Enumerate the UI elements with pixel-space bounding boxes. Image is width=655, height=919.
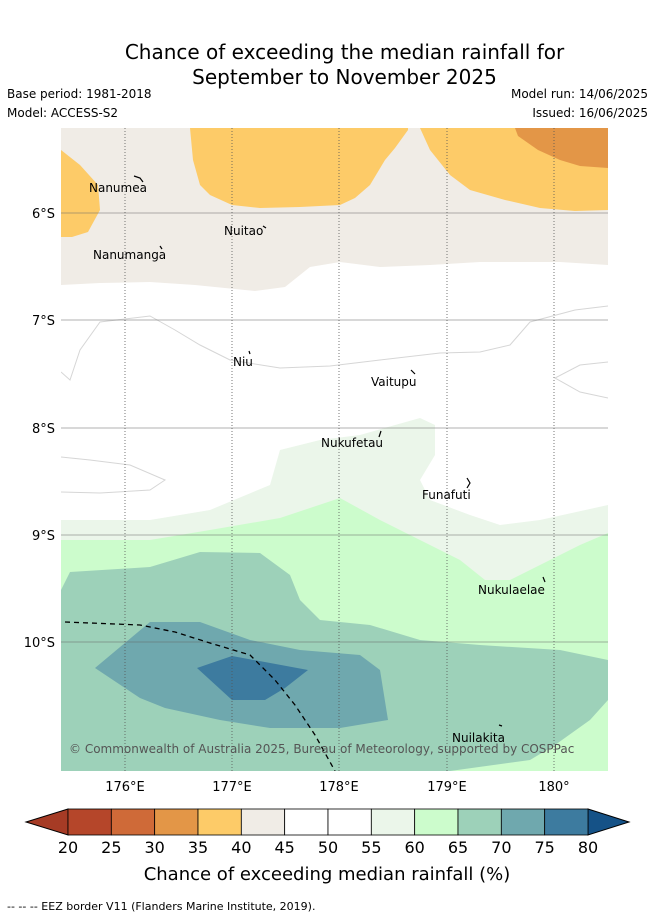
contour-line-east	[553, 361, 608, 399]
colorbar-tick-label: 40	[231, 838, 251, 857]
island-nukulaelae	[542, 576, 546, 583]
colorbar-over-arrow	[587, 808, 631, 836]
island-nanumanga	[159, 245, 163, 250]
map-fields	[61, 128, 608, 771]
colorbar-tick-label: 70	[491, 838, 511, 857]
label-vaitupu: Vaitupu	[371, 375, 417, 389]
colorbar: 20 25 30 35 40 45 50 55 60 65 70 75 80 Chance of exc…	[24, 808, 631, 885]
field-75-80	[197, 656, 308, 700]
label-nuitao: Nuitao	[224, 224, 263, 238]
field-35-40-west	[61, 150, 100, 237]
grid-lon	[124, 128, 555, 771]
label-funafuti: Funafuti	[422, 488, 471, 502]
base-period: Base period: 1981-2018	[7, 87, 152, 101]
issued-date: Issued: 16/06/2025	[532, 106, 648, 120]
colorbar-cell	[327, 808, 372, 836]
field-35-40-central	[190, 128, 408, 208]
island-niu	[248, 350, 251, 355]
island-nuilakita	[498, 724, 503, 727]
colorbar-cell	[240, 808, 286, 836]
contour-line-southwest	[61, 456, 167, 494]
island-vaitupu	[410, 369, 416, 375]
lon-label-177e: 177°E	[212, 780, 252, 795]
model-run: Model run: 14/06/2025	[510, 87, 648, 101]
island-funafuti	[466, 477, 471, 489]
lat-label-10s: 10°S	[24, 636, 55, 651]
title-line-1: Chance of exceeding the median rainfall …	[124, 40, 565, 64]
colorbar-tick-label: 65	[448, 838, 468, 857]
lon-label-178e: 178°E	[319, 780, 359, 795]
model-name: Model: ACCESS-S2	[7, 106, 119, 120]
colorbar-tick-label: 30	[144, 838, 164, 857]
map-title: Chance of exceeding the median rainfall …	[0, 40, 655, 90]
eez-border	[64, 621, 336, 771]
colorbar-tick-label: 35	[188, 838, 208, 857]
colorbar-tick-label: 20	[58, 838, 78, 857]
lat-label-9s: 9°S	[32, 529, 55, 544]
colorbar-under-arrow	[24, 808, 69, 836]
colorbar-cell	[544, 808, 589, 836]
colorbar-tick-label: 55	[361, 838, 381, 857]
lon-label-176e: 176°E	[105, 780, 145, 795]
label-nuilakita: Nuilakita	[452, 731, 505, 745]
title-line-2: September to November 2025	[192, 65, 497, 89]
colorbar-tick-label: 50	[318, 838, 338, 857]
label-nukulaelae: Nukulaelae	[478, 583, 545, 597]
colorbar-cell	[197, 808, 242, 836]
colorbar-cell	[154, 808, 199, 836]
island-nukufetau	[378, 430, 382, 438]
island-nuitao	[262, 225, 267, 229]
colorbar-cell	[414, 808, 459, 836]
colorbar-tick-label: 45	[274, 838, 294, 857]
lat-axis: 6°S 7°S 8°S 9°S 10°S	[24, 207, 55, 651]
grid	[61, 212, 608, 643]
lat-label-6s: 6°S	[32, 207, 55, 222]
colorbar-cell	[284, 808, 329, 836]
colorbar-tick-label: 60	[404, 838, 424, 857]
lon-label-179e: 179°E	[427, 780, 467, 795]
colorbar-tick-label: 75	[534, 838, 554, 857]
label-niu: Niu	[233, 355, 253, 369]
island-nanumea	[133, 175, 144, 183]
rainfall-map: Nanumea Nuitao Nanumanga Niu Vaitupu Nuk…	[24, 128, 631, 885]
colorbar-label: Chance of exceeding median rainfall (%)	[144, 864, 511, 885]
colorbar-cell	[110, 808, 156, 836]
lat-label-8s: 8°S	[32, 422, 55, 437]
label-nanumea: Nanumea	[89, 181, 147, 195]
place-labels: Nanumea Nuitao Nanumanga Niu Vaitupu Nuk…	[89, 181, 545, 745]
colorbar-cell	[500, 808, 546, 836]
eez-footnote: -- -- -- EEZ border V11 (Flanders Marine…	[7, 900, 316, 913]
lat-label-7s: 7°S	[32, 314, 55, 329]
field-30-35	[515, 128, 608, 168]
colorbar-tick-label: 25	[101, 838, 121, 857]
colorbar-cell	[67, 808, 112, 836]
colorbar-tick-label: 80	[578, 838, 598, 857]
lon-label-180: 180°	[538, 780, 569, 795]
colorbar-cell	[370, 808, 416, 836]
contour-line-north	[61, 305, 608, 381]
copyright-text: © Commonwealth of Australia 2025, Bureau…	[69, 742, 574, 756]
island-marks	[133, 175, 546, 727]
lon-axis: 176°E 177°E 178°E 179°E 180°	[105, 780, 569, 795]
colorbar-cell	[457, 808, 502, 836]
label-nanumanga: Nanumanga	[93, 248, 166, 262]
label-nukufetau: Nukufetau	[321, 436, 383, 450]
